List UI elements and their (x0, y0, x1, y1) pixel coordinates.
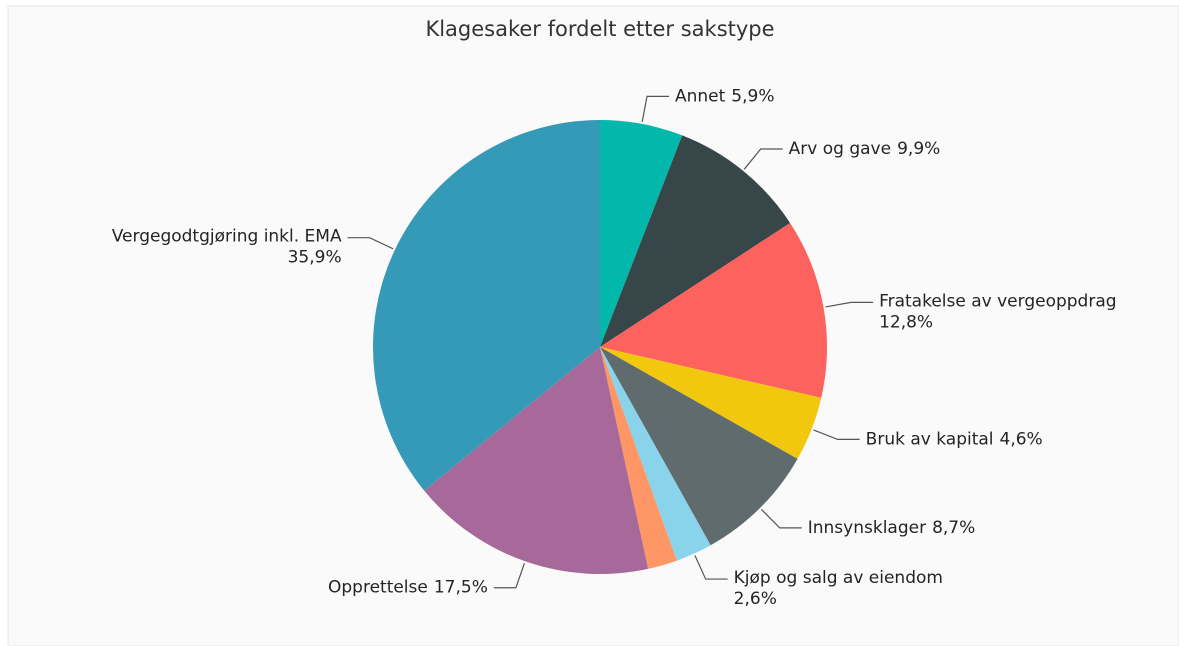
pie-slice (600, 120, 683, 347)
leader-line (825, 301, 874, 308)
label-category: Bruk av kapital (866, 429, 994, 449)
label-value: 5,9% (731, 86, 774, 106)
leader-line (694, 555, 728, 580)
data-label: Arv og gave 9,9% (789, 139, 941, 159)
pie-slice (600, 347, 711, 561)
leader-line (347, 237, 394, 250)
label-value: 9,9% (897, 139, 940, 159)
label-category: Annet (675, 86, 726, 106)
label-category: Kjøp og salg av eiendom (734, 568, 943, 588)
data-label: Bruk av kapital 4,6% (866, 429, 1043, 449)
label-category: Innsynsklager (808, 518, 926, 538)
data-label: Annet 5,9% (675, 86, 775, 106)
pie-slice (600, 347, 677, 569)
label-value: 35,9% (288, 248, 342, 268)
data-label: Fratakelse av vergeoppdrag 12,8% (879, 291, 1117, 332)
pie-slice (600, 347, 822, 459)
chart-title: Klagesaker fordelt etter sakstype (425, 17, 774, 41)
label-value: 8,7% (932, 518, 975, 538)
data-label: Kjøp og salg av eiendom 2,6% (734, 568, 943, 609)
leader-line (641, 95, 669, 123)
data-label: Innsynsklager 8,7% (808, 518, 976, 538)
label-value: 2,6% (734, 589, 777, 609)
leader-line (493, 562, 526, 589)
leader-line (760, 509, 802, 529)
label-category: Opprettelse (328, 578, 428, 598)
pie-slice (600, 222, 827, 398)
label-value: 4,6% (1000, 429, 1043, 449)
label-value: 12,8% (879, 312, 933, 332)
data-label: Vergegodtgjøring inkl. EMA 35,9% (112, 227, 342, 268)
pie-slice (424, 347, 649, 574)
pie-slice (600, 347, 798, 546)
label-category: Fratakelse av vergeoppdrag (879, 291, 1117, 311)
pie-slice (373, 120, 600, 491)
label-category: Arv og gave (789, 139, 891, 159)
data-label: Opprettelse 17,5% (328, 578, 488, 598)
leader-line (813, 429, 860, 440)
pie-slice (600, 135, 791, 347)
leader-line (743, 148, 783, 170)
label-category: Vergegodtgjøring inkl. EMA (112, 227, 342, 247)
label-value: 17,5% (434, 578, 488, 598)
